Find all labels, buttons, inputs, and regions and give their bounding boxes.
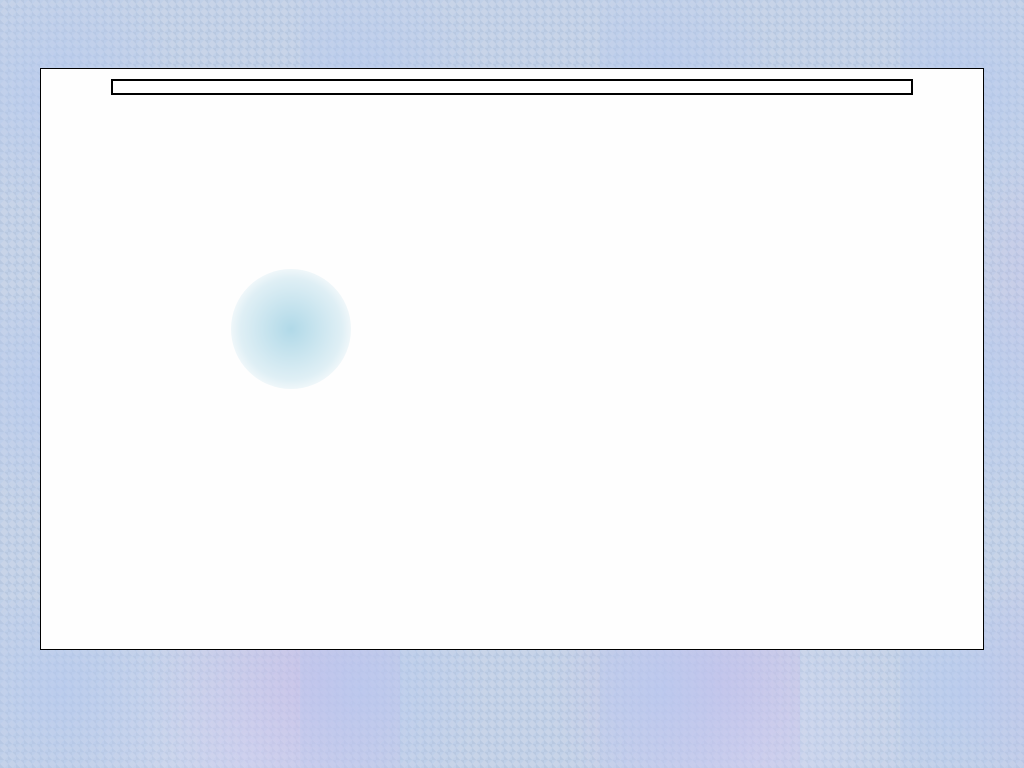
definition-box xyxy=(111,79,913,95)
watermark xyxy=(231,269,351,389)
branch-arrows xyxy=(41,139,983,229)
watermark-suffix xyxy=(231,269,351,389)
page-title xyxy=(0,0,1024,68)
diagram-panel xyxy=(40,68,984,650)
